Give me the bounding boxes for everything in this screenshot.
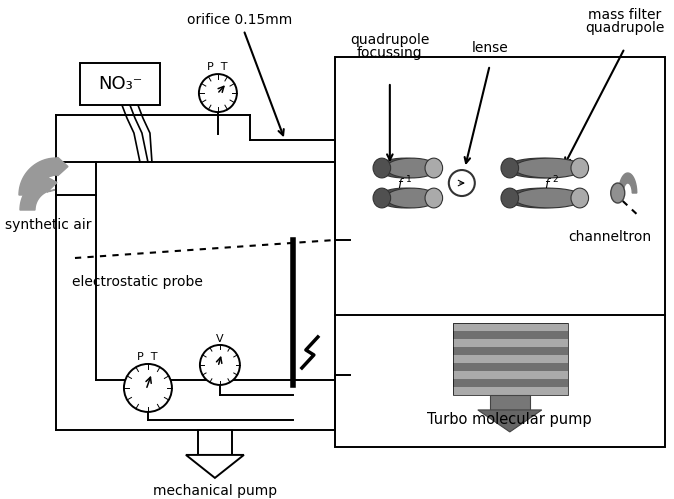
Ellipse shape [571,188,588,208]
Polygon shape [20,175,57,210]
Text: 2: 2 [553,175,558,184]
Text: P  T: P T [207,62,227,72]
Ellipse shape [514,158,584,178]
Ellipse shape [373,158,391,178]
Bar [453,323,568,395]
Text: orifice 0.15mm: orifice 0.15mm [187,13,293,135]
Text: quadrupole: quadrupole [350,33,429,47]
Bar [453,331,568,339]
Bar [453,379,568,387]
Bar [453,339,568,347]
Text: 1: 1 [406,175,412,184]
Polygon shape [19,158,68,195]
Ellipse shape [425,188,443,208]
Ellipse shape [378,188,430,208]
Ellipse shape [611,183,625,203]
Bar [198,430,232,455]
Bar [453,355,568,363]
Text: channeltron: channeltron [568,230,651,244]
Polygon shape [186,455,244,478]
Text: NO₃⁻: NO₃⁻ [98,75,142,93]
Text: mass filter: mass filter [588,8,661,22]
Bar [80,63,160,105]
Bar [453,371,568,379]
Text: synthetic air: synthetic air [5,218,92,232]
Ellipse shape [514,188,584,208]
Circle shape [124,364,172,412]
Text: f: f [398,178,402,191]
Text: V: V [216,334,224,344]
Text: mechanical pump: mechanical pump [153,484,277,498]
Polygon shape [619,173,637,193]
Text: Turbo molecular pump: Turbo molecular pump [427,413,592,428]
Circle shape [199,74,237,112]
Bar [453,363,568,371]
Ellipse shape [386,188,438,208]
Text: electrostatic probe: electrostatic probe [72,275,203,289]
Bar [453,387,568,395]
Circle shape [449,170,474,196]
Ellipse shape [506,188,576,208]
Ellipse shape [501,188,518,208]
Ellipse shape [373,188,391,208]
Bar [453,323,568,331]
Text: quadrupole: quadrupole [585,21,665,35]
Ellipse shape [501,158,518,178]
Text: f: f [545,178,549,191]
Ellipse shape [386,158,438,178]
Ellipse shape [571,158,588,178]
Ellipse shape [425,158,443,178]
Ellipse shape [506,158,576,178]
Bar [490,395,530,410]
Text: focussing: focussing [357,46,423,60]
Circle shape [200,345,240,385]
Text: lense: lense [471,41,508,55]
Bar [453,347,568,355]
Ellipse shape [378,158,430,178]
Text: P  T: P T [137,352,157,362]
Polygon shape [478,410,542,432]
Bar [335,57,665,447]
